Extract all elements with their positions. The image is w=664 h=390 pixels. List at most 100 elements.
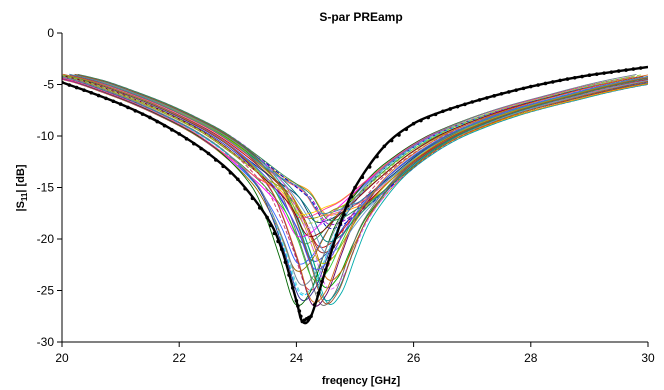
simulation-series-line xyxy=(62,74,643,224)
reference-series-point xyxy=(543,81,548,86)
reference-series-point xyxy=(296,304,300,308)
reference-series-point xyxy=(441,109,445,114)
reference-series-point xyxy=(272,231,277,236)
reference-series-point xyxy=(331,244,335,249)
y-axis-label-main: |S xyxy=(15,201,27,211)
reference-series-point xyxy=(290,286,295,290)
reference-series-point xyxy=(82,88,86,92)
x-axis-label: freqency [GHz] xyxy=(322,375,401,387)
reference-series-point xyxy=(492,94,496,98)
simulation-series-line xyxy=(74,73,648,305)
reference-series-point xyxy=(609,70,614,74)
reference-series-point xyxy=(279,247,284,252)
reference-series-point xyxy=(594,72,599,76)
reference-series-point xyxy=(283,260,288,264)
x-tick-label: 30 xyxy=(641,351,655,365)
reference-series-point xyxy=(206,151,211,156)
reference-series-point xyxy=(360,175,365,179)
y-tick-label: -15 xyxy=(37,181,55,195)
simulation-series-line xyxy=(77,73,648,222)
reference-series-point xyxy=(485,96,489,100)
reference-series-point xyxy=(148,115,152,120)
reference-series-point xyxy=(349,194,354,199)
reference-series-point xyxy=(67,83,72,87)
reference-series-point xyxy=(353,185,357,190)
reference-series-point xyxy=(140,112,145,116)
reference-series-point xyxy=(177,132,181,136)
reference-series-point xyxy=(572,76,577,80)
reference-series-point xyxy=(287,273,291,277)
reference-series-point xyxy=(536,83,540,87)
reference-series-point xyxy=(104,96,108,101)
reference-series-point xyxy=(257,206,262,210)
reference-series-point xyxy=(294,299,299,303)
reference-series-point xyxy=(338,221,343,226)
reference-series-point xyxy=(118,102,123,106)
reference-series-point xyxy=(96,93,101,98)
reference-series-point xyxy=(624,68,628,72)
reference-series-point xyxy=(323,268,328,272)
y-axis-label: |S11| [dB] xyxy=(15,164,29,211)
y-tick-label: -25 xyxy=(37,284,55,298)
reference-series-point xyxy=(221,164,225,169)
simulation-series-line xyxy=(62,73,648,303)
x-tick-label: 20 xyxy=(55,351,69,365)
reference-series-point xyxy=(550,80,555,84)
reference-series-point xyxy=(375,154,379,159)
plot-area xyxy=(62,65,648,325)
reference-series-point xyxy=(250,196,255,201)
reference-series-point xyxy=(243,186,247,191)
reference-series-point xyxy=(455,104,460,109)
y-tick-label: 0 xyxy=(47,26,54,40)
reference-series-point xyxy=(411,121,416,126)
reference-series-point xyxy=(587,73,592,78)
y-tick-label: -20 xyxy=(37,232,55,246)
reference-series-point xyxy=(214,158,218,162)
reference-series-point xyxy=(133,108,138,113)
reference-series-point xyxy=(565,77,570,81)
reference-series-point xyxy=(298,314,303,319)
reference-series-point xyxy=(236,177,240,182)
reference-series-point xyxy=(477,98,482,102)
reference-series-point xyxy=(638,66,643,70)
y-axis-ticks: 0 -5 -10 -15 -20 -25 -30 xyxy=(37,26,62,349)
reference-series-point xyxy=(184,137,189,141)
reference-series-point xyxy=(426,115,431,120)
reference-series-point xyxy=(309,314,313,319)
reference-series-point xyxy=(397,133,401,137)
reference-series-point xyxy=(616,69,621,73)
y-tick-label: -10 xyxy=(37,129,55,143)
reference-series-point xyxy=(529,84,533,89)
reference-series-point xyxy=(345,203,350,208)
y-tick-label: -5 xyxy=(43,78,54,92)
reference-series-point xyxy=(327,256,332,261)
simulation-series-line xyxy=(62,76,634,219)
reference-series-point xyxy=(89,90,94,95)
reference-series-point xyxy=(448,107,453,111)
reference-series-point xyxy=(297,309,302,313)
x-axis-ticks: 20 22 24 26 28 30 xyxy=(55,342,655,365)
reference-series-point xyxy=(265,215,269,220)
reference-series-point xyxy=(507,90,511,94)
reference-series-point xyxy=(334,233,339,237)
reference-series-point xyxy=(342,212,346,217)
axes: 20 22 24 26 28 30 0 -5 -10 -15 -20 -25 -30 xyxy=(37,26,655,365)
reference-series-point xyxy=(631,67,636,71)
reference-series-point xyxy=(228,171,233,175)
y-tick-label: -30 xyxy=(37,335,55,349)
x-tick-label: 24 xyxy=(290,351,304,365)
simulation-series-line xyxy=(77,74,648,281)
reference-series-point xyxy=(382,144,387,149)
reference-series-point xyxy=(389,138,394,143)
reference-series-point xyxy=(276,239,280,244)
reference-series-point xyxy=(170,128,174,132)
reference-series-point xyxy=(155,119,160,124)
reference-series-point xyxy=(404,127,409,132)
x-tick-label: 26 xyxy=(407,351,421,365)
reference-series-point xyxy=(470,100,475,104)
reference-series-point xyxy=(602,71,606,75)
reference-series-point xyxy=(514,88,518,92)
